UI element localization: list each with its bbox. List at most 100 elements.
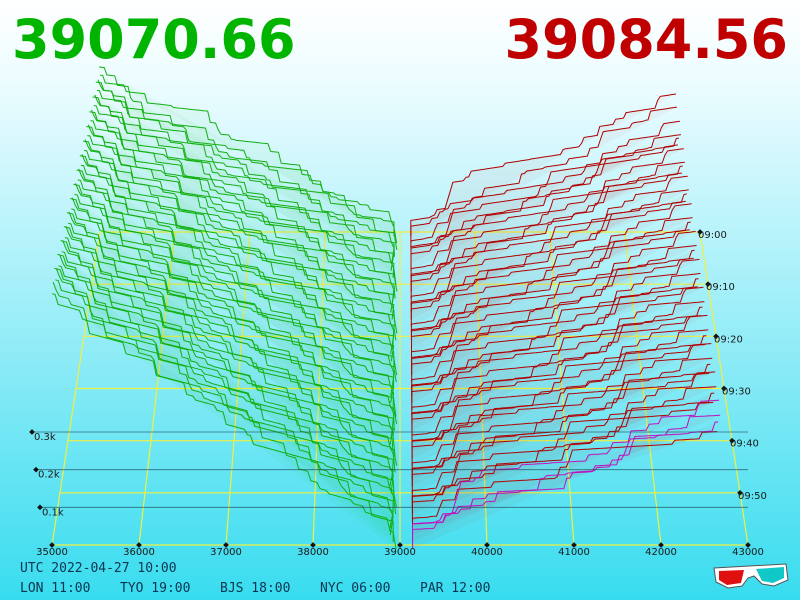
ask-curve (411, 357, 713, 494)
bid-curve (86, 126, 396, 327)
ask-curve (410, 175, 688, 320)
price-tick (484, 542, 490, 548)
ask-curve (411, 363, 711, 480)
price-tick-label: 43000 (732, 547, 764, 558)
bid-curve (67, 222, 394, 445)
clocks: LON 11:00 TYO 19:00 BJS 18:00 NYC 06:00 PAR … (20, 581, 490, 596)
price-tick-label: 37000 (210, 547, 242, 558)
ask-curve (411, 286, 698, 389)
clock: TYO 19:00 (120, 581, 190, 596)
ask-curve (411, 314, 708, 459)
ask-price: 39084.56 (504, 8, 788, 71)
price-tick-label: 36000 (123, 547, 155, 558)
ask-curve (412, 414, 721, 549)
ask-curve (411, 286, 704, 431)
time-tick (713, 333, 719, 340)
depth-curves (51, 66, 721, 550)
time-tick (729, 437, 735, 444)
price-tick (49, 542, 55, 548)
ask-curve (411, 343, 706, 445)
bid-curve (51, 293, 397, 550)
bid-curve (71, 208, 398, 424)
bid-curve (87, 135, 395, 320)
price-tick-label: 40000 (471, 547, 503, 558)
depth-tick-label: 0.3k (34, 432, 56, 443)
bid-curve (89, 111, 395, 306)
bid-curve (84, 149, 397, 341)
utc-time: UTC 2022-04-27 10:00 (20, 561, 177, 576)
bid-price: 39070.66 (12, 8, 296, 71)
bid-curve (92, 96, 397, 285)
bid-curve (99, 74, 395, 236)
bid-curve (52, 281, 394, 543)
bid-curve (79, 155, 395, 369)
clock: NYC 06:00 (320, 581, 390, 596)
axes: 35000 36000 37000 38000 39000 40000 41000 42000… (29, 229, 767, 558)
ask-curve (412, 421, 719, 536)
bid-curve (76, 169, 395, 389)
time-tick (721, 385, 727, 392)
price-tick (571, 542, 577, 548)
price-tick-label: 41000 (558, 547, 590, 558)
ask-curve (411, 217, 693, 355)
price-tick (136, 542, 142, 548)
ask-curve (410, 144, 678, 250)
ask-curve (411, 258, 700, 403)
ask-curve (410, 229, 690, 334)
bid-curve (55, 268, 394, 522)
ask-curve (411, 372, 710, 473)
bid-curve (64, 237, 398, 466)
ask-curve (411, 335, 707, 452)
time-tick (697, 229, 703, 235)
time-tick-label: 09:30 (722, 387, 751, 398)
ask-curve (410, 134, 681, 271)
ask-curve (411, 306, 703, 424)
clock: BJS 18:00 (220, 581, 290, 596)
ask-curve (412, 431, 718, 529)
depth-tick-label: 0.1k (42, 507, 64, 518)
price-tick-label: 42000 (645, 547, 677, 558)
price-tick-label: 35000 (36, 547, 68, 558)
ask-curve (411, 315, 702, 417)
bid-curve (65, 226, 396, 459)
bid-curve (82, 140, 395, 348)
ask-curve (411, 392, 715, 508)
bid-curve (58, 265, 397, 508)
time-tick-label: 09:20 (714, 334, 743, 345)
time-tick-label: 09:00 (698, 230, 727, 241)
time-tick (705, 281, 711, 287)
price-tick (223, 542, 229, 548)
clock: PAR 12:00 (420, 581, 490, 596)
bid-curve (62, 240, 394, 480)
price-tick (745, 542, 751, 548)
bid-curve (77, 179, 397, 383)
bid-curve (96, 89, 395, 257)
bid-curve (90, 120, 396, 299)
ask-curve (410, 148, 684, 292)
ask-curve (410, 172, 682, 278)
bid-curve (54, 267, 394, 536)
price-tick-label: 38000 (297, 547, 329, 558)
ask-curve (411, 278, 699, 396)
ask-curve (411, 371, 716, 515)
ask-curve (411, 203, 692, 348)
bid-curve (93, 105, 395, 278)
bid-curve (59, 254, 395, 501)
ask-curve (410, 120, 680, 264)
bid-curve (95, 81, 395, 264)
time-tick (737, 490, 743, 496)
ask-curve (411, 231, 696, 376)
price-tick (397, 542, 403, 548)
clock: LON 11:00 (20, 581, 90, 596)
bid-curve (68, 211, 394, 438)
bid-curve (74, 193, 395, 403)
price-tick (658, 542, 664, 548)
3d-glasses-icon[interactable] (713, 563, 789, 589)
price-tick (310, 542, 316, 548)
depth-tick-label: 0.2k (38, 470, 60, 481)
ask-curve (410, 93, 677, 236)
ask-curve (411, 401, 714, 501)
time-tick-label: 09:10 (706, 282, 735, 293)
